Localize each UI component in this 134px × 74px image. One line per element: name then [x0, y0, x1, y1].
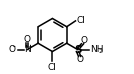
Text: 2: 2: [99, 49, 103, 54]
Text: O: O: [8, 45, 16, 54]
Text: +: +: [27, 44, 32, 49]
Text: -: -: [12, 42, 15, 51]
Text: NH: NH: [90, 45, 104, 54]
Text: O: O: [81, 36, 88, 45]
Text: N: N: [24, 45, 31, 54]
Text: Cl: Cl: [77, 16, 85, 25]
Text: Cl: Cl: [48, 63, 57, 72]
Text: O: O: [24, 35, 31, 44]
Text: O: O: [76, 55, 83, 64]
Text: S: S: [74, 45, 81, 55]
